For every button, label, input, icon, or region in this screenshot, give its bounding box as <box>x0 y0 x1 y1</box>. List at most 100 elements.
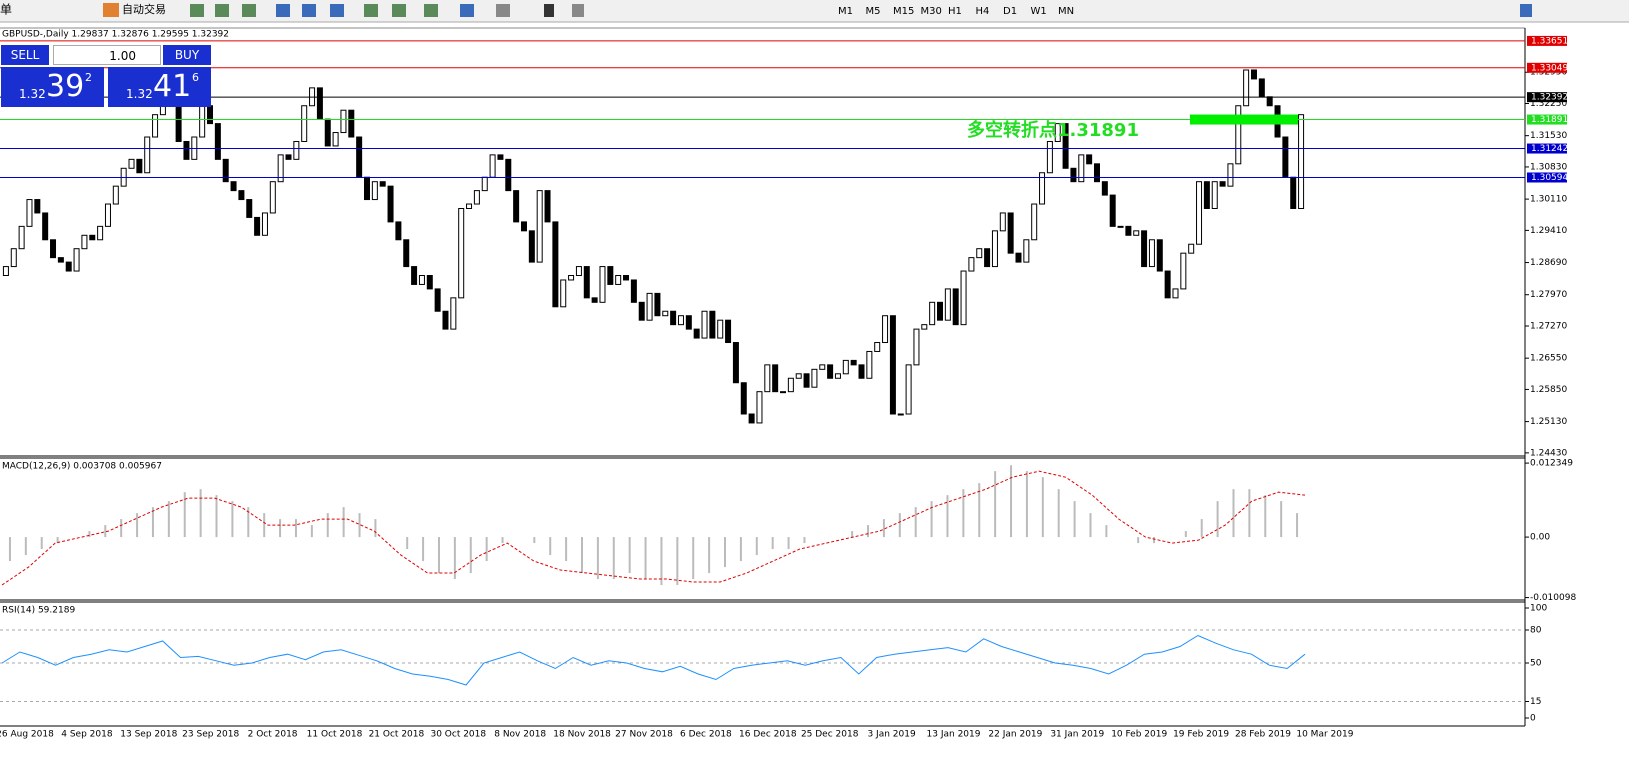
candle <box>575 266 582 277</box>
sell-price-pips: 39 <box>46 69 85 104</box>
candle <box>999 212 1006 232</box>
candle <box>780 391 787 394</box>
y-tick-label: 0 <box>1530 714 1536 724</box>
candle <box>858 364 865 379</box>
timeframe-button[interactable]: M15 <box>893 6 914 17</box>
candle <box>764 364 771 393</box>
lot-input[interactable]: 1.00 <box>53 45 161 65</box>
candle <box>207 105 214 125</box>
candle <box>591 297 598 303</box>
y-tick-label: 1.24430 <box>1530 448 1567 458</box>
autotrade-button[interactable]: 自动交易 <box>122 2 166 16</box>
candle <box>230 181 237 192</box>
candle <box>1172 288 1179 299</box>
timeframe-button[interactable]: W1 <box>1031 6 1047 17</box>
candle <box>709 310 716 339</box>
candle <box>905 364 912 415</box>
candle <box>199 105 206 138</box>
x-tick-label: 3 Jan 2019 <box>867 730 915 740</box>
candle <box>1211 181 1218 209</box>
buy-button[interactable]: BUY <box>163 45 211 65</box>
x-tick-label: 18 Nov 2018 <box>553 730 611 740</box>
x-tick-label: 23 Sep 2018 <box>182 730 239 740</box>
candle <box>842 359 849 375</box>
autotrade-icon[interactable] <box>103 3 119 17</box>
candle <box>379 181 386 187</box>
price-level-label: 1.33651 <box>1531 36 1568 46</box>
candle <box>363 176 370 201</box>
candle <box>18 225 25 250</box>
candle <box>560 279 567 308</box>
price-level-tag <box>1527 143 1567 154</box>
candle <box>269 181 276 214</box>
candle <box>811 368 818 388</box>
candle <box>929 301 936 326</box>
candle <box>458 207 465 299</box>
candle <box>756 391 763 424</box>
candle <box>403 239 410 268</box>
y-tick-label: 1.27970 <box>1530 290 1567 300</box>
y-tick-label: 1.31530 <box>1530 131 1567 141</box>
timeframe-button[interactable]: H4 <box>976 6 990 17</box>
buy-price-frac: 6 <box>192 71 199 84</box>
sell-button[interactable]: SELL <box>1 45 49 65</box>
timeframe-button[interactable]: D1 <box>1003 6 1017 17</box>
timeframe-button[interactable]: M1 <box>838 6 853 17</box>
candle <box>623 275 630 281</box>
y-tick-label: -0.010098 <box>1530 593 1576 603</box>
candle <box>701 310 708 339</box>
candle <box>411 266 418 285</box>
candle <box>1062 123 1069 169</box>
candle <box>1007 212 1014 254</box>
candle <box>1282 136 1289 178</box>
candle <box>442 310 449 330</box>
candle <box>693 328 700 339</box>
sell-price-big: 1.32 <box>19 87 46 101</box>
x-tick-label: 13 Jan 2019 <box>927 730 981 740</box>
candle <box>944 288 951 321</box>
candle <box>1078 154 1085 183</box>
signal-line <box>1 470 1306 586</box>
candle <box>952 288 959 326</box>
candle <box>1101 181 1108 196</box>
candle <box>552 221 559 308</box>
rsi-line <box>1 634 1306 686</box>
price-level-tag <box>1527 114 1567 125</box>
candle <box>1266 96 1273 107</box>
x-tick-label: 30 Oct 2018 <box>430 730 486 740</box>
candle <box>1141 230 1148 268</box>
timeframe-button[interactable]: MN <box>1058 6 1074 17</box>
candle <box>73 248 80 272</box>
sell-price[interactable]: 1.32 39 2 <box>1 67 104 107</box>
chart-title: GBPUSD-,Daily 1.29837 1.32876 1.29595 1.… <box>2 30 229 40</box>
candle <box>1133 230 1140 236</box>
candle <box>1196 181 1203 245</box>
candle <box>1031 203 1038 241</box>
candle <box>913 328 920 366</box>
toolbar <box>0 0 1629 22</box>
buy-price[interactable]: 1.32 41 6 <box>108 67 211 107</box>
price-level-label: 1.30594 <box>1531 173 1568 183</box>
timeframe-button[interactable]: M30 <box>921 6 942 17</box>
candle <box>615 275 622 285</box>
timeframe-button[interactable]: M5 <box>866 6 881 17</box>
candle <box>261 212 268 236</box>
candle <box>599 266 606 303</box>
candle <box>1015 252 1022 263</box>
timeframe-button[interactable]: H1 <box>948 6 962 17</box>
pivot-zone <box>1190 114 1298 125</box>
menu[interactable]: 单 <box>0 3 12 17</box>
candle <box>254 216 261 236</box>
candle <box>866 350 873 379</box>
x-tick-label: 4 Sep 2018 <box>61 730 113 740</box>
candle <box>324 118 331 147</box>
candle <box>1219 181 1226 187</box>
candle <box>293 140 300 160</box>
sell-price-frac: 2 <box>85 71 92 84</box>
candle <box>418 275 425 285</box>
candle <box>246 199 253 218</box>
y-tick-label: 1.25850 <box>1530 385 1567 395</box>
candle <box>89 234 96 241</box>
